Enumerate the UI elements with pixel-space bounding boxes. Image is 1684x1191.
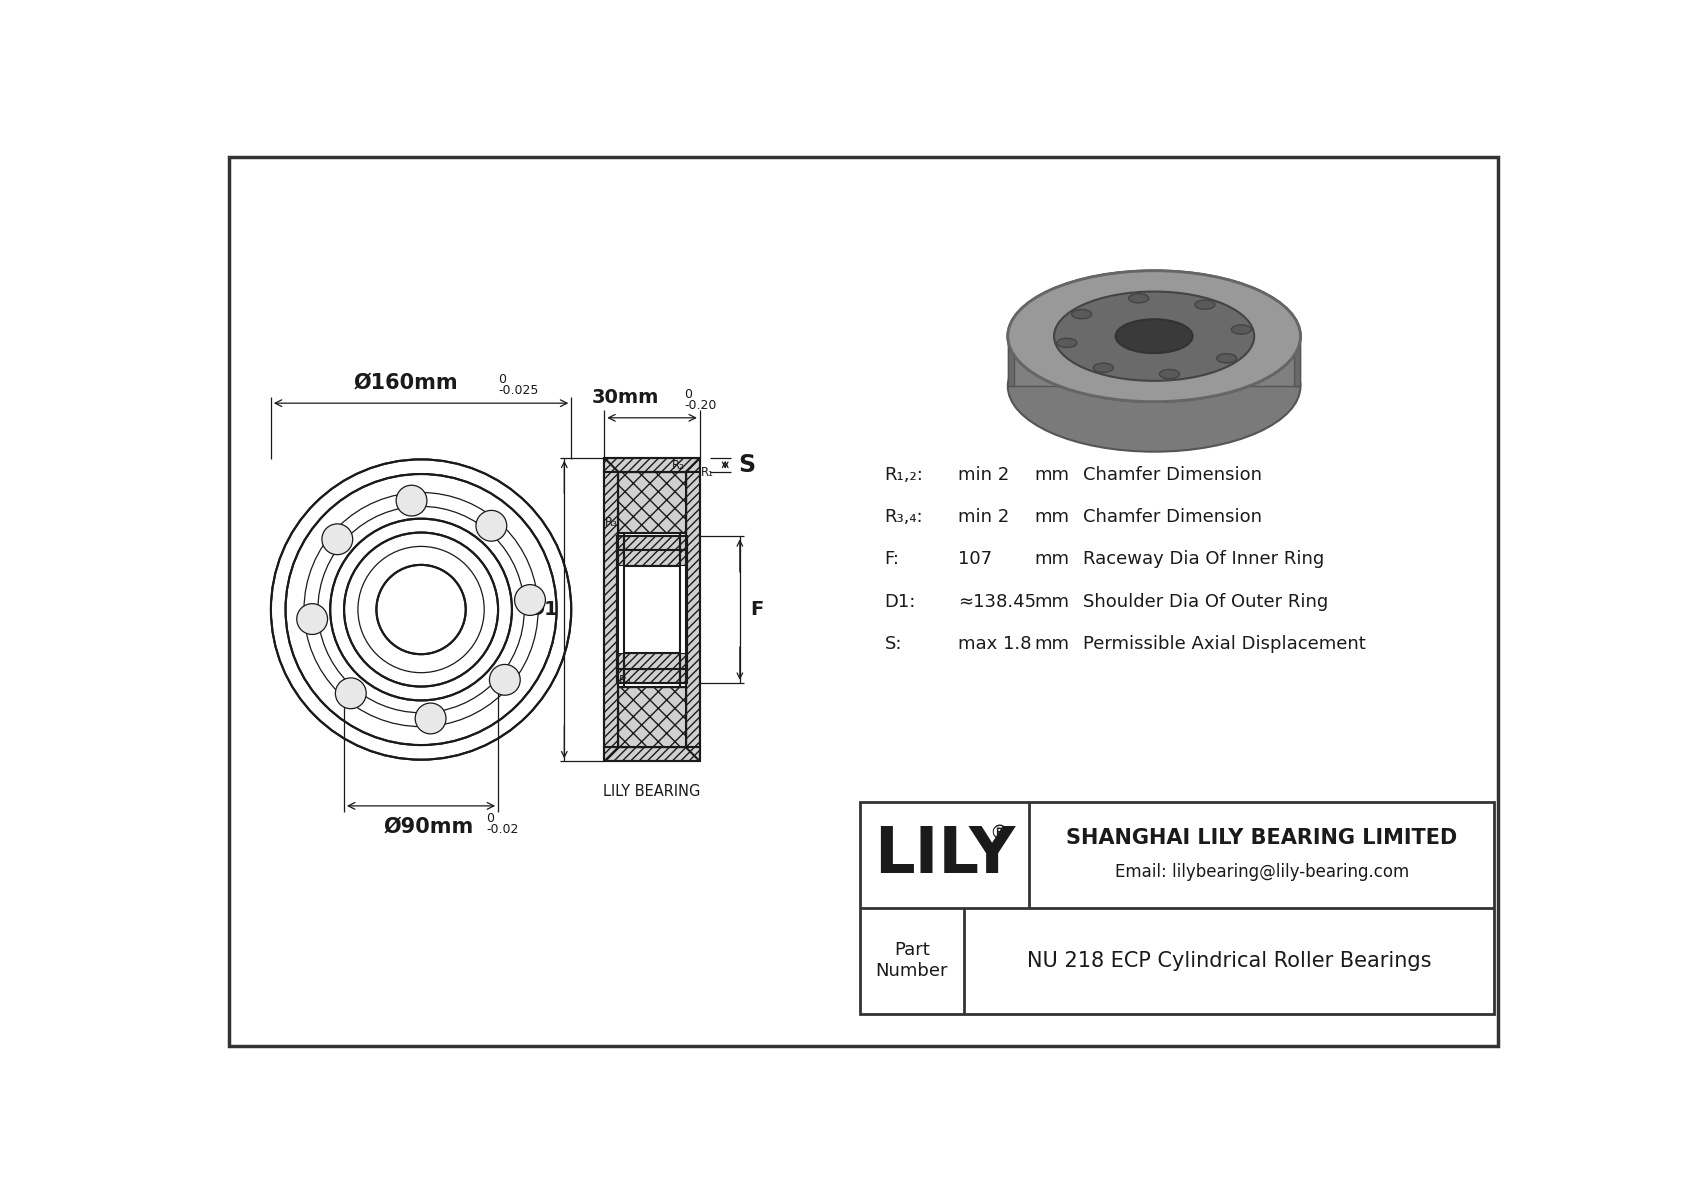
- Bar: [616, 654, 687, 669]
- Ellipse shape: [1054, 292, 1255, 381]
- Bar: [605, 457, 701, 472]
- Text: max 1.8: max 1.8: [958, 635, 1031, 653]
- Ellipse shape: [1128, 294, 1148, 303]
- Text: NU 218 ECP Cylindrical Roller Bearings: NU 218 ECP Cylindrical Roller Bearings: [1027, 950, 1431, 971]
- Ellipse shape: [1093, 363, 1113, 373]
- Bar: [618, 532, 685, 686]
- Ellipse shape: [1054, 292, 1255, 381]
- Bar: [605, 472, 618, 748]
- Text: -0.025: -0.025: [498, 384, 539, 397]
- Circle shape: [515, 585, 546, 616]
- Text: Raceway Dia Of Inner Ring: Raceway Dia Of Inner Ring: [1083, 550, 1325, 568]
- Text: R₂: R₂: [672, 460, 684, 473]
- Text: mm: mm: [1034, 635, 1069, 653]
- Text: -0.02: -0.02: [487, 823, 519, 836]
- Ellipse shape: [1231, 325, 1251, 335]
- Ellipse shape: [1058, 338, 1076, 348]
- Ellipse shape: [1093, 363, 1113, 373]
- Ellipse shape: [1196, 300, 1214, 310]
- Text: mm: mm: [1034, 593, 1069, 611]
- Circle shape: [416, 703, 446, 734]
- Text: ≈138.45: ≈138.45: [958, 593, 1036, 611]
- Text: S: S: [738, 453, 756, 476]
- Text: R₁,₂:: R₁,₂:: [884, 466, 923, 484]
- Text: Email: lilybearing@lily-bearing.com: Email: lilybearing@lily-bearing.com: [1115, 863, 1410, 881]
- Text: LILY: LILY: [874, 824, 1015, 886]
- Text: 0: 0: [684, 388, 692, 401]
- Text: F: F: [749, 600, 763, 619]
- Ellipse shape: [1007, 270, 1300, 401]
- Circle shape: [269, 457, 573, 761]
- Text: Permissible Axial Displacement: Permissible Axial Displacement: [1083, 635, 1366, 653]
- Text: S:: S:: [884, 635, 903, 653]
- Text: Chamfer Dimension: Chamfer Dimension: [1083, 509, 1263, 526]
- Ellipse shape: [1115, 319, 1192, 353]
- Circle shape: [477, 511, 507, 541]
- Ellipse shape: [1231, 325, 1251, 335]
- Bar: [616, 566, 687, 654]
- Bar: [616, 550, 687, 566]
- Text: mm: mm: [1034, 550, 1069, 568]
- Text: -0.20: -0.20: [684, 399, 717, 412]
- Polygon shape: [1007, 336, 1300, 386]
- Circle shape: [296, 604, 328, 635]
- Text: SHANGHAI LILY BEARING LIMITED: SHANGHAI LILY BEARING LIMITED: [1066, 828, 1458, 848]
- Text: 30mm: 30mm: [591, 388, 658, 407]
- Ellipse shape: [1216, 354, 1236, 363]
- Text: LILY BEARING: LILY BEARING: [603, 785, 701, 799]
- Text: Ø160mm: Ø160mm: [354, 373, 458, 392]
- Text: mm: mm: [1034, 466, 1069, 484]
- Circle shape: [377, 565, 466, 654]
- Text: R₁: R₁: [701, 466, 714, 479]
- Text: F:: F:: [884, 550, 899, 568]
- Bar: [685, 472, 701, 748]
- Text: Chamfer Dimension: Chamfer Dimension: [1083, 466, 1263, 484]
- Ellipse shape: [1007, 270, 1300, 401]
- Circle shape: [396, 485, 428, 516]
- Ellipse shape: [1128, 294, 1148, 303]
- Text: 0: 0: [498, 373, 507, 386]
- Text: R₃: R₃: [605, 516, 618, 529]
- Text: min 2: min 2: [958, 466, 1009, 484]
- Bar: [605, 748, 701, 761]
- Text: mm: mm: [1034, 509, 1069, 526]
- Text: Ø90mm: Ø90mm: [384, 817, 473, 836]
- Text: min 2: min 2: [958, 509, 1009, 526]
- Polygon shape: [1295, 336, 1300, 386]
- Ellipse shape: [1160, 369, 1179, 379]
- Text: ®: ®: [989, 824, 1009, 843]
- Circle shape: [322, 524, 352, 555]
- Text: R₃,₄:: R₃,₄:: [884, 509, 923, 526]
- Bar: [618, 686, 685, 748]
- Polygon shape: [1007, 336, 1014, 386]
- Ellipse shape: [1115, 319, 1192, 353]
- Bar: [618, 472, 685, 532]
- Text: Part
Number: Part Number: [876, 941, 948, 980]
- Text: 0: 0: [487, 812, 495, 825]
- Ellipse shape: [1007, 320, 1300, 451]
- Bar: [616, 669, 687, 682]
- Circle shape: [335, 678, 365, 709]
- Ellipse shape: [1071, 310, 1091, 319]
- Text: D1:: D1:: [884, 593, 916, 611]
- Polygon shape: [1115, 336, 1192, 379]
- Bar: [616, 536, 687, 550]
- Ellipse shape: [1160, 369, 1179, 379]
- Ellipse shape: [1071, 310, 1091, 319]
- Text: D1: D1: [527, 600, 557, 619]
- Ellipse shape: [1216, 354, 1236, 363]
- Text: Shoulder Dia Of Outer Ring: Shoulder Dia Of Outer Ring: [1083, 593, 1329, 611]
- Text: 107: 107: [958, 550, 992, 568]
- Text: R₄: R₄: [620, 674, 632, 687]
- Ellipse shape: [1058, 338, 1076, 348]
- Circle shape: [490, 665, 520, 696]
- Ellipse shape: [1196, 300, 1214, 310]
- Bar: [861, 802, 1494, 1014]
